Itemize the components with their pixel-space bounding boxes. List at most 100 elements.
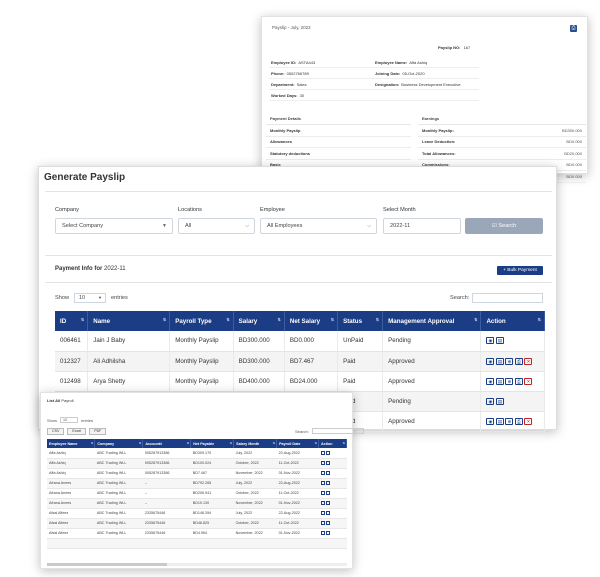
export-button[interactable]: CSV — [47, 428, 65, 435]
delete-icon[interactable]: ✕ — [524, 377, 533, 385]
divider — [45, 282, 552, 283]
edit-icon[interactable] — [320, 471, 325, 475]
cell-salary: BD300.000 — [233, 331, 285, 352]
view-icon[interactable]: ◉ — [486, 357, 495, 365]
column-header[interactable]: Action ⇅ — [480, 311, 545, 331]
table-cell: BD309.170 — [190, 448, 234, 459]
table-cell — [94, 538, 143, 549]
view-icon[interactable] — [325, 531, 330, 535]
table-cell: BD19.130 — [190, 498, 234, 509]
table-cell — [233, 538, 277, 549]
view-icon[interactable] — [325, 491, 330, 495]
info-value: ASTA443 — [298, 59, 316, 65]
column-header-label: Action — [321, 441, 333, 446]
payment-icon[interactable]: ⊕ — [505, 357, 514, 365]
action-group: ◉ ▤ ⊕ ⎙ ✕ — [486, 377, 539, 385]
export-button[interactable]: Excel — [67, 428, 87, 435]
entries-select[interactable]: 10 — [60, 417, 79, 423]
column-header[interactable]: Net Salary ⇅ — [284, 311, 339, 331]
edit-icon[interactable] — [320, 511, 325, 515]
table-row — [47, 538, 347, 549]
cell-approval: Approved — [382, 371, 482, 392]
payment-icon[interactable]: ⊕ — [505, 377, 514, 385]
company-label: Company — [55, 207, 79, 213]
info-cell: Worked Days: 30 — [271, 93, 375, 98]
table-cell: July, 2022 — [233, 508, 277, 519]
table-cell: Affa Ashiq — [47, 448, 95, 459]
view-icon[interactable]: ◉ — [486, 417, 495, 425]
payment-icon[interactable]: ⊕ — [505, 417, 514, 425]
table-cell: BD792.265 — [190, 478, 234, 489]
search-input[interactable] — [311, 428, 364, 434]
view-icon[interactable]: ◉ — [486, 377, 495, 385]
table-cell: BD100.024 — [190, 458, 234, 469]
payment-details-header: Payment Details — [266, 113, 411, 125]
info-cell — [375, 93, 479, 98]
locations-select[interactable]: All ⌵ — [178, 218, 255, 234]
table-cell — [47, 538, 95, 549]
view-icon[interactable] — [325, 461, 330, 465]
print-icon[interactable]: ⎙ — [514, 357, 523, 365]
export-button[interactable]: PDF — [89, 428, 107, 435]
column-header-label: Employee Name — [49, 441, 78, 446]
column-header[interactable]: Payroll Type ⇅ — [169, 311, 234, 331]
edit-icon[interactable] — [320, 450, 325, 455]
slip-icon[interactable]: ▤ — [495, 337, 504, 345]
month-input[interactable]: 2022-11 — [383, 218, 461, 234]
entries-select[interactable]: 10 ▼ — [74, 293, 106, 303]
slip-icon[interactable]: ▤ — [495, 357, 504, 365]
cell-action: ◉ ▤ — [480, 331, 545, 352]
table-cell: Affa Ashiq — [47, 458, 95, 469]
column-header[interactable]: Management Approval ⇅ — [382, 311, 482, 331]
print-icon[interactable]: ⎙ — [514, 377, 523, 385]
column-header[interactable]: Salary ⇅ — [233, 311, 285, 331]
print-icon[interactable]: ⎙ — [514, 417, 523, 425]
column-header[interactable]: Company ⇅ — [94, 439, 144, 448]
chevron-down-icon: ⌵ — [245, 223, 249, 229]
view-icon[interactable]: ◉ — [486, 337, 495, 345]
search-input[interactable] — [472, 293, 544, 303]
column-header[interactable]: Action ⇅ — [318, 439, 347, 448]
print-icon[interactable]: ⎙ — [570, 25, 577, 32]
edit-icon[interactable] — [320, 501, 325, 505]
info-label: Employee ID: — [271, 59, 297, 65]
view-icon[interactable] — [325, 521, 330, 525]
column-header[interactable]: Employee Name ⇅ — [47, 439, 96, 448]
slip-icon[interactable]: ▤ — [495, 377, 504, 385]
view-icon[interactable] — [325, 501, 330, 505]
slip-icon[interactable]: ▤ — [495, 397, 504, 405]
edit-icon[interactable] — [320, 461, 325, 465]
edit-icon[interactable] — [320, 521, 325, 525]
cell-salary: BD400.000 — [233, 371, 285, 392]
horizontal-scrollbar[interactable] — [47, 563, 347, 566]
view-icon[interactable]: ◉ — [486, 397, 495, 405]
chevron-down-icon: ⌵ — [367, 223, 371, 229]
view-icon[interactable] — [325, 450, 330, 455]
table-cell: October, 2022 — [233, 488, 277, 499]
table-cell: November, 2022 — [233, 528, 277, 539]
edit-icon[interactable] — [320, 481, 325, 485]
column-header[interactable]: Name ⇅ — [87, 311, 171, 331]
view-icon[interactable] — [325, 471, 330, 475]
bulk-payment-button[interactable]: + Bulk Payment — [497, 266, 543, 275]
company-select[interactable]: Select Company ▼ — [55, 218, 173, 234]
slip-icon[interactable]: ▤ — [495, 417, 504, 425]
table-cell: November, 2022 — [233, 498, 277, 509]
column-header[interactable]: Salary Month ⇅ — [233, 439, 278, 448]
view-icon[interactable] — [325, 511, 330, 515]
employee-select[interactable]: All Employees ⌵ — [260, 218, 377, 234]
column-header[interactable]: Account# ⇅ — [142, 439, 192, 448]
column-header[interactable]: Status ⇅ — [337, 311, 384, 331]
column-header[interactable]: Net Payable ⇅ — [190, 439, 235, 448]
table-cell: 11-Oct-2022 — [276, 458, 319, 469]
delete-icon[interactable]: ✕ — [524, 357, 533, 365]
column-header[interactable]: Payroll Date ⇅ — [276, 439, 319, 448]
table-cell: BD4.964 — [190, 528, 234, 539]
search-button[interactable]: ☑ Search — [465, 218, 543, 234]
info-cell: Department: Sales — [271, 82, 375, 87]
delete-icon[interactable]: ✕ — [524, 417, 533, 425]
edit-icon[interactable] — [320, 491, 325, 495]
view-icon[interactable] — [325, 481, 330, 485]
edit-icon[interactable] — [320, 531, 325, 535]
column-header[interactable]: ID ⇅ — [55, 311, 89, 331]
